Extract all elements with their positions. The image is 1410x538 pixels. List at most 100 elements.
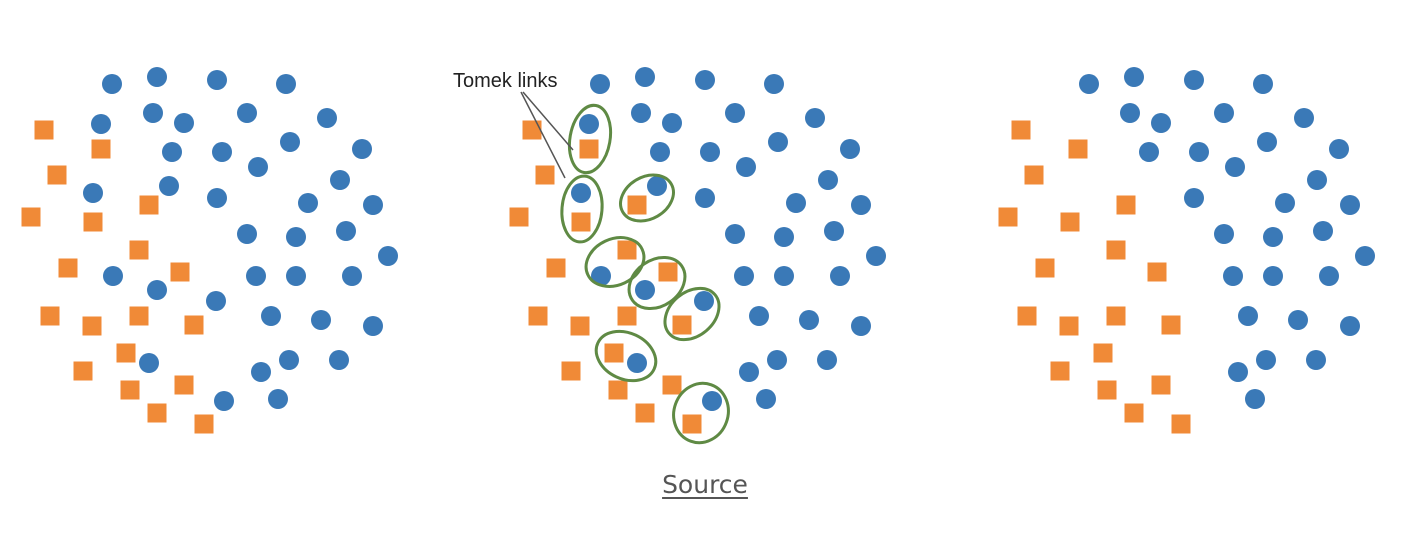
tomek-link-ellipse: [619, 173, 675, 223]
majority-sample: [317, 108, 337, 128]
majority-sample: [1228, 362, 1248, 382]
panel-after-removal: [998, 67, 1375, 434]
minority-sample: [1161, 315, 1181, 335]
minority-sample: [1035, 258, 1055, 278]
majority-sample: [159, 176, 179, 196]
minority-sample: [47, 165, 67, 185]
minority-sample: [617, 306, 637, 326]
minority-sample: [1124, 403, 1144, 423]
minority-sample: [73, 361, 93, 381]
minority-sample: [635, 403, 655, 423]
majority-sample: [1189, 142, 1209, 162]
minority-sample: [174, 375, 194, 395]
majority-sample: [1124, 67, 1144, 87]
majority-sample: [774, 227, 794, 247]
tomek-link-ellipse: [663, 286, 721, 342]
majority-sample: [147, 67, 167, 87]
minority-sample: [571, 212, 591, 232]
majority-sample: [342, 266, 362, 286]
majority-sample: [237, 103, 257, 123]
minority-sample: [998, 207, 1018, 227]
tomek-links-label: Tomek links: [453, 70, 557, 92]
majority-sample: [650, 142, 670, 162]
minority-sample: [546, 258, 566, 278]
majority-sample: [767, 350, 787, 370]
minority-sample: [129, 306, 149, 326]
majority-sample: [764, 74, 784, 94]
tomek-link-ellipse: [672, 381, 730, 445]
majority-sample: [212, 142, 232, 162]
panel-tomek-links: [509, 67, 886, 445]
majority-sample: [591, 266, 611, 286]
minority-sample: [1147, 262, 1167, 282]
minority-sample: [1059, 316, 1079, 336]
majority-sample: [736, 157, 756, 177]
majority-sample: [1263, 266, 1283, 286]
minority-sample: [116, 343, 136, 363]
minority-sample: [617, 240, 637, 260]
majority-sample: [739, 362, 759, 382]
majority-sample: [147, 280, 167, 300]
minority-sample: [91, 139, 111, 159]
minority-sample: [1093, 343, 1113, 363]
majority-sample: [590, 74, 610, 94]
minority-sample: [1060, 212, 1080, 232]
majority-sample: [286, 266, 306, 286]
minority-sample: [570, 316, 590, 336]
minority-sample: [1116, 195, 1136, 215]
majority-sample: [207, 70, 227, 90]
majority-sample: [139, 353, 159, 373]
tomek-link-ellipse: [594, 329, 658, 383]
minority-sample: [528, 306, 548, 326]
majority-sample: [840, 139, 860, 159]
majority-sample: [1340, 316, 1360, 336]
minority-sample: [579, 139, 599, 159]
majority-sample: [1307, 170, 1327, 190]
majority-sample: [734, 266, 754, 286]
majority-sample: [311, 310, 331, 330]
minority-sample: [40, 306, 60, 326]
tomek-link-ellipse: [627, 255, 687, 311]
majority-sample: [725, 224, 745, 244]
majority-sample: [251, 362, 271, 382]
minority-sample: [535, 165, 555, 185]
majority-sample: [1288, 310, 1308, 330]
majority-sample: [1214, 103, 1234, 123]
majority-sample: [1263, 227, 1283, 247]
majority-sample: [214, 391, 234, 411]
minority-sample: [1097, 380, 1117, 400]
majority-sample: [206, 291, 226, 311]
majority-sample: [1184, 70, 1204, 90]
majority-sample: [1329, 139, 1349, 159]
majority-sample: [1214, 224, 1234, 244]
majority-sample: [261, 306, 281, 326]
majority-sample: [1223, 266, 1243, 286]
minority-sample: [82, 316, 102, 336]
majority-sample: [830, 266, 850, 286]
majority-sample: [330, 170, 350, 190]
tomek-link-ellipse: [584, 236, 646, 288]
majority-sample: [286, 227, 306, 247]
majority-sample: [631, 103, 651, 123]
majority-sample: [817, 350, 837, 370]
minority-sample: [83, 212, 103, 232]
tomek-links-figure: Tomek links: [21, 67, 1375, 445]
minority-sample: [120, 380, 140, 400]
minority-sample: [627, 195, 647, 215]
tomek-links-annotation: Tomek links: [453, 70, 574, 179]
minority-sample: [561, 361, 581, 381]
majority-sample: [1079, 74, 1099, 94]
majority-sample: [352, 139, 372, 159]
majority-sample: [143, 103, 163, 123]
majority-sample: [579, 114, 599, 134]
majority-sample: [1355, 246, 1375, 266]
majority-sample: [700, 142, 720, 162]
minority-sample: [658, 262, 678, 282]
minority-sample: [194, 414, 214, 434]
majority-sample: [1151, 113, 1171, 133]
minority-sample: [682, 414, 702, 434]
majority-sample: [1294, 108, 1314, 128]
majority-sample: [725, 103, 745, 123]
source-link[interactable]: Source: [662, 470, 748, 499]
majority-sample: [695, 70, 715, 90]
